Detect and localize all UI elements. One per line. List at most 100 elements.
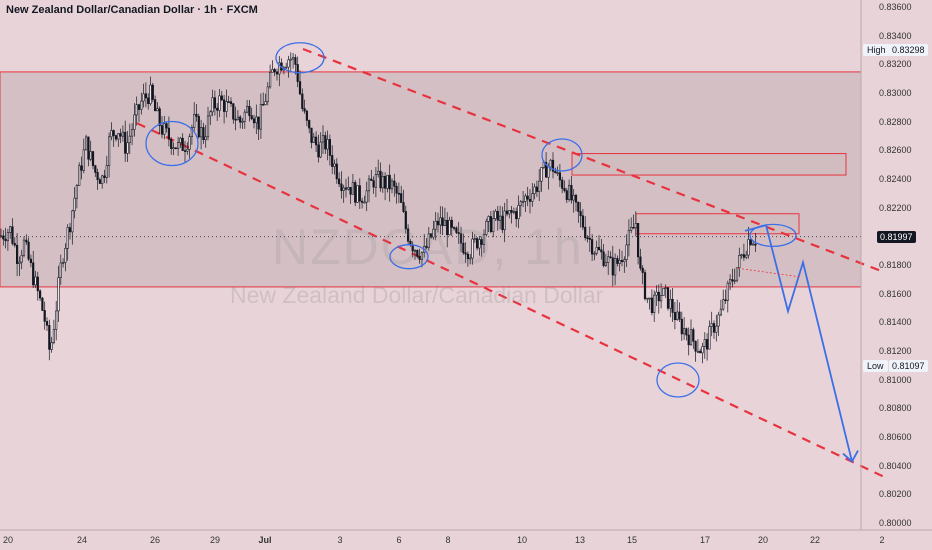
y-tick-label: 0.80000 — [879, 517, 912, 528]
candle — [140, 92, 143, 115]
candle — [135, 96, 138, 126]
y-tick-label: 0.80600 — [879, 431, 912, 442]
candle — [374, 167, 378, 198]
candle-body — [406, 228, 410, 242]
candle-body — [200, 127, 203, 138]
candle-body — [618, 260, 621, 264]
candle-body — [262, 104, 265, 106]
candle — [687, 327, 690, 356]
candle — [29, 254, 33, 268]
time-axis[interactable]: 20 24 26 29 Jul 3 6 8 10 13 15 17 20 22 2 — [0, 530, 885, 550]
candle — [287, 55, 290, 78]
candle-body — [367, 178, 371, 192]
candle — [342, 184, 345, 203]
candle — [78, 162, 81, 186]
candle-body — [680, 318, 683, 335]
candle — [89, 140, 92, 162]
candle-body — [574, 194, 578, 203]
price-axis[interactable]: 0.80000 0.80200 0.80400 0.80600 0.80800 0.810… — [861, 0, 932, 550]
candle-body — [319, 141, 322, 158]
candle — [406, 224, 410, 245]
candle-body — [533, 186, 536, 194]
candle — [395, 182, 398, 204]
candle-body — [425, 245, 428, 248]
candle-body — [696, 350, 699, 353]
candle-body — [356, 185, 359, 203]
candle-body — [71, 210, 74, 233]
candle-body — [593, 252, 596, 255]
candle — [68, 222, 72, 240]
y-tick-label: 0.83400 — [879, 30, 912, 41]
candle — [227, 95, 230, 103]
candle — [85, 134, 88, 151]
y-tick-label: 0.80200 — [879, 489, 912, 500]
y-tick-label: 0.82800 — [879, 116, 912, 127]
candle — [498, 205, 502, 230]
candle — [724, 289, 727, 304]
candle-body — [358, 185, 361, 202]
candle — [625, 234, 628, 267]
candle-body — [121, 131, 124, 137]
candle-body — [85, 136, 88, 151]
candle — [66, 224, 69, 261]
candle — [250, 107, 253, 121]
candle — [285, 62, 288, 70]
candle — [243, 109, 246, 129]
candle-body — [503, 210, 506, 231]
candle — [678, 302, 681, 323]
candle — [0, 228, 3, 238]
candle — [420, 251, 424, 268]
candle-body — [151, 84, 154, 100]
candle-body — [154, 99, 157, 112]
candle-body — [719, 308, 722, 316]
candle — [533, 183, 536, 200]
candle — [126, 131, 129, 163]
candle — [459, 226, 463, 252]
candle — [174, 147, 177, 150]
candle-body — [174, 147, 177, 150]
y-tick-label: 0.83200 — [879, 59, 912, 70]
candle-body — [110, 130, 113, 138]
candle-body — [264, 101, 267, 105]
candle-body — [459, 233, 463, 244]
x-tick-label: 20 — [2, 535, 14, 545]
candle — [669, 289, 672, 318]
candle — [694, 340, 697, 362]
candle-body — [117, 133, 120, 140]
candle-body — [480, 239, 483, 245]
candles-layer — [0, 52, 757, 364]
candle-body — [314, 136, 318, 146]
candle-body — [623, 259, 626, 263]
candle — [275, 68, 279, 81]
candle — [492, 210, 495, 238]
candle-body — [48, 325, 51, 350]
candle-body — [554, 171, 557, 174]
candle — [565, 187, 568, 204]
candle — [379, 162, 382, 192]
candle-body — [347, 187, 350, 190]
candle-body — [179, 137, 182, 143]
candle-body — [636, 223, 640, 258]
candle-body — [524, 195, 527, 202]
candle — [404, 205, 407, 234]
candle-body — [641, 267, 644, 273]
candle — [549, 158, 552, 172]
candle-body — [588, 237, 591, 240]
candle-body — [239, 116, 242, 123]
candle — [747, 226, 750, 259]
candle — [574, 193, 578, 212]
candle — [197, 113, 200, 139]
candle-body — [565, 190, 568, 200]
candle-body — [466, 253, 470, 260]
candle-body — [289, 58, 292, 61]
candle — [252, 114, 256, 129]
candle-body — [73, 197, 76, 212]
candle — [452, 226, 456, 231]
candle-body — [103, 175, 106, 178]
candle-body — [317, 144, 320, 158]
y-tick-label: 0.80400 — [879, 460, 912, 471]
candle-body — [32, 262, 35, 286]
candle — [671, 287, 674, 323]
candle — [294, 54, 297, 75]
